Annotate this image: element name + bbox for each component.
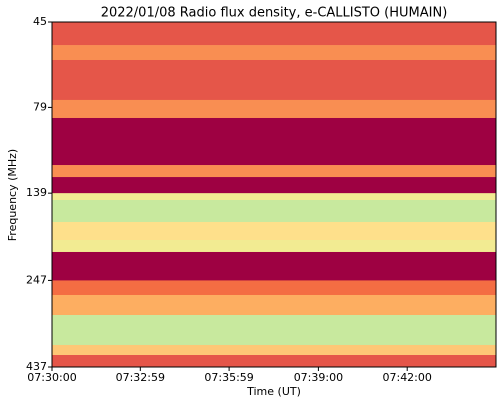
heatmap-band: [52, 222, 496, 241]
x-tick-label: 07:35:59: [204, 371, 253, 384]
heatmap-band: [52, 99, 496, 119]
x-axis-label: Time (UT): [246, 385, 301, 398]
heatmap-band: [52, 117, 496, 166]
heatmap-band: [52, 355, 496, 368]
heatmap-band: [52, 193, 496, 201]
y-axis-label: Frequency (MHz): [6, 149, 19, 241]
heatmap-band: [52, 165, 496, 178]
y-tick-label: 79: [33, 100, 47, 113]
heatmap-band: [52, 22, 496, 46]
heatmap-band: [52, 59, 496, 101]
heatmap-band: [52, 239, 496, 253]
y-tick-label: 45: [33, 15, 47, 28]
y-tick-label: 139: [26, 186, 47, 199]
heatmap-band: [52, 251, 496, 281]
x-tick-label: 07:39:00: [294, 371, 343, 384]
heatmap-band: [52, 314, 496, 346]
heatmap-band: [52, 294, 496, 316]
y-tick-label: 437: [26, 360, 47, 373]
heatmap-band: [52, 199, 496, 223]
heatmap-band: [52, 45, 496, 61]
x-tick-label: 07:42:00: [382, 371, 431, 384]
heatmap-band: [52, 177, 496, 194]
plot-frame: [51, 21, 497, 368]
heatmap-band: [52, 280, 496, 296]
y-tick-label: 247: [26, 273, 47, 286]
x-tick-label: 07:32:59: [116, 371, 165, 384]
x-tick-label: 07:30:00: [27, 371, 76, 384]
chart-title: 2022/01/08 Radio flux density, e-CALLIST…: [101, 6, 448, 21]
heatmap-band: [52, 344, 496, 356]
